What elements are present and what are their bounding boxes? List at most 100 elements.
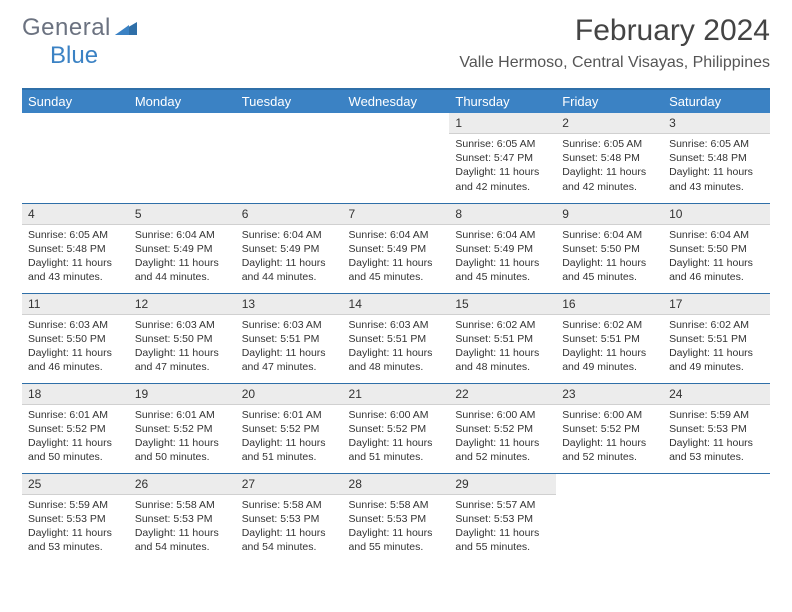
sunset-text: Sunset: 5:53 PM xyxy=(242,512,337,526)
sunrise-text: Sunrise: 6:02 AM xyxy=(669,318,764,332)
daylight-text: Daylight: 11 hours and 54 minutes. xyxy=(135,526,230,554)
sunrise-text: Sunrise: 6:05 AM xyxy=(669,137,764,151)
sunrise-text: Sunrise: 6:05 AM xyxy=(28,228,123,242)
sunset-text: Sunset: 5:49 PM xyxy=(455,242,550,256)
day-number: 6 xyxy=(236,204,343,225)
sunrise-text: Sunrise: 6:01 AM xyxy=(135,408,230,422)
calendar-week-row: 4Sunrise: 6:05 AMSunset: 5:48 PMDaylight… xyxy=(22,203,770,293)
day-details: Sunrise: 5:58 AMSunset: 5:53 PMDaylight:… xyxy=(129,495,236,559)
daylight-text: Daylight: 11 hours and 55 minutes. xyxy=(349,526,444,554)
calendar-day-cell: 11Sunrise: 6:03 AMSunset: 5:50 PMDayligh… xyxy=(22,293,129,383)
daylight-text: Daylight: 11 hours and 46 minutes. xyxy=(669,256,764,284)
day-number: 27 xyxy=(236,474,343,495)
daylight-text: Daylight: 11 hours and 49 minutes. xyxy=(669,346,764,374)
day-details xyxy=(129,113,236,120)
sunrise-text: Sunrise: 6:05 AM xyxy=(562,137,657,151)
daylight-text: Daylight: 11 hours and 55 minutes. xyxy=(455,526,550,554)
sunset-text: Sunset: 5:51 PM xyxy=(562,332,657,346)
sunrise-text: Sunrise: 5:58 AM xyxy=(242,498,337,512)
day-details: Sunrise: 6:05 AMSunset: 5:48 PMDaylight:… xyxy=(556,134,663,198)
daylight-text: Daylight: 11 hours and 47 minutes. xyxy=(135,346,230,374)
page-title: February 2024 xyxy=(459,14,770,48)
day-details xyxy=(556,474,663,481)
calendar-week-row: 18Sunrise: 6:01 AMSunset: 5:52 PMDayligh… xyxy=(22,383,770,473)
weekday-header: Monday xyxy=(129,90,236,113)
day-details: Sunrise: 6:02 AMSunset: 5:51 PMDaylight:… xyxy=(449,315,556,379)
day-details: Sunrise: 5:58 AMSunset: 5:53 PMDaylight:… xyxy=(343,495,450,559)
logo-text-blue: Blue xyxy=(50,42,98,69)
calendar-day-cell: 22Sunrise: 6:00 AMSunset: 5:52 PMDayligh… xyxy=(449,383,556,473)
day-number: 26 xyxy=(129,474,236,495)
day-number: 10 xyxy=(663,204,770,225)
calendar-week-row: 25Sunrise: 5:59 AMSunset: 5:53 PMDayligh… xyxy=(22,473,770,563)
sunset-text: Sunset: 5:50 PM xyxy=(669,242,764,256)
day-details: Sunrise: 6:01 AMSunset: 5:52 PMDaylight:… xyxy=(236,405,343,469)
sunrise-text: Sunrise: 6:04 AM xyxy=(135,228,230,242)
day-details: Sunrise: 6:01 AMSunset: 5:52 PMDaylight:… xyxy=(129,405,236,469)
day-details xyxy=(663,474,770,481)
day-details: Sunrise: 6:03 AMSunset: 5:50 PMDaylight:… xyxy=(22,315,129,379)
sunrise-text: Sunrise: 5:58 AM xyxy=(349,498,444,512)
day-number: 19 xyxy=(129,384,236,405)
sunrise-text: Sunrise: 6:00 AM xyxy=(455,408,550,422)
sunset-text: Sunset: 5:52 PM xyxy=(28,422,123,436)
sunset-text: Sunset: 5:53 PM xyxy=(135,512,230,526)
calendar-day-cell: 28Sunrise: 5:58 AMSunset: 5:53 PMDayligh… xyxy=(343,473,450,563)
day-details: Sunrise: 5:57 AMSunset: 5:53 PMDaylight:… xyxy=(449,495,556,559)
calendar-day-cell: 10Sunrise: 6:04 AMSunset: 5:50 PMDayligh… xyxy=(663,203,770,293)
sunset-text: Sunset: 5:52 PM xyxy=(135,422,230,436)
calendar-day-cell xyxy=(236,113,343,203)
sunset-text: Sunset: 5:50 PM xyxy=(562,242,657,256)
calendar-week-row: 1Sunrise: 6:05 AMSunset: 5:47 PMDaylight… xyxy=(22,113,770,203)
calendar-day-cell: 6Sunrise: 6:04 AMSunset: 5:49 PMDaylight… xyxy=(236,203,343,293)
calendar-day-cell: 8Sunrise: 6:04 AMSunset: 5:49 PMDaylight… xyxy=(449,203,556,293)
day-number: 15 xyxy=(449,294,556,315)
day-number: 1 xyxy=(449,113,556,134)
calendar-day-cell: 3Sunrise: 6:05 AMSunset: 5:48 PMDaylight… xyxy=(663,113,770,203)
day-number: 21 xyxy=(343,384,450,405)
daylight-text: Daylight: 11 hours and 47 minutes. xyxy=(242,346,337,374)
daylight-text: Daylight: 11 hours and 43 minutes. xyxy=(669,165,764,193)
calendar-day-cell: 20Sunrise: 6:01 AMSunset: 5:52 PMDayligh… xyxy=(236,383,343,473)
day-number: 16 xyxy=(556,294,663,315)
day-details: Sunrise: 6:04 AMSunset: 5:49 PMDaylight:… xyxy=(449,225,556,289)
sunrise-text: Sunrise: 5:58 AM xyxy=(135,498,230,512)
day-number: 4 xyxy=(22,204,129,225)
daylight-text: Daylight: 11 hours and 45 minutes. xyxy=(349,256,444,284)
calendar-day-cell: 24Sunrise: 5:59 AMSunset: 5:53 PMDayligh… xyxy=(663,383,770,473)
calendar-day-cell: 1Sunrise: 6:05 AMSunset: 5:47 PMDaylight… xyxy=(449,113,556,203)
day-number: 18 xyxy=(22,384,129,405)
sunset-text: Sunset: 5:51 PM xyxy=(349,332,444,346)
daylight-text: Daylight: 11 hours and 51 minutes. xyxy=(242,436,337,464)
day-details: Sunrise: 6:02 AMSunset: 5:51 PMDaylight:… xyxy=(663,315,770,379)
calendar-day-cell xyxy=(129,113,236,203)
day-details: Sunrise: 5:58 AMSunset: 5:53 PMDaylight:… xyxy=(236,495,343,559)
sunset-text: Sunset: 5:48 PM xyxy=(28,242,123,256)
calendar-day-cell: 17Sunrise: 6:02 AMSunset: 5:51 PMDayligh… xyxy=(663,293,770,383)
calendar-day-cell: 23Sunrise: 6:00 AMSunset: 5:52 PMDayligh… xyxy=(556,383,663,473)
day-number: 20 xyxy=(236,384,343,405)
day-details xyxy=(343,113,450,120)
day-details: Sunrise: 6:02 AMSunset: 5:51 PMDaylight:… xyxy=(556,315,663,379)
calendar-day-cell: 5Sunrise: 6:04 AMSunset: 5:49 PMDaylight… xyxy=(129,203,236,293)
day-details: Sunrise: 6:04 AMSunset: 5:49 PMDaylight:… xyxy=(129,225,236,289)
day-number: 9 xyxy=(556,204,663,225)
sunset-text: Sunset: 5:48 PM xyxy=(562,151,657,165)
day-number: 7 xyxy=(343,204,450,225)
page-header: General February 2024 Valle Hermoso, Cen… xyxy=(22,14,770,72)
sunset-text: Sunset: 5:49 PM xyxy=(242,242,337,256)
day-details: Sunrise: 6:04 AMSunset: 5:50 PMDaylight:… xyxy=(556,225,663,289)
daylight-text: Daylight: 11 hours and 43 minutes. xyxy=(28,256,123,284)
day-number: 14 xyxy=(343,294,450,315)
day-details: Sunrise: 6:00 AMSunset: 5:52 PMDaylight:… xyxy=(343,405,450,469)
sunrise-text: Sunrise: 6:04 AM xyxy=(349,228,444,242)
logo: General xyxy=(22,14,139,42)
weekday-header: Friday xyxy=(556,90,663,113)
sunset-text: Sunset: 5:52 PM xyxy=(242,422,337,436)
calendar-day-cell xyxy=(343,113,450,203)
sunrise-text: Sunrise: 5:57 AM xyxy=(455,498,550,512)
weekday-header: Thursday xyxy=(449,90,556,113)
calendar-day-cell xyxy=(663,473,770,563)
daylight-text: Daylight: 11 hours and 53 minutes. xyxy=(669,436,764,464)
day-number: 28 xyxy=(343,474,450,495)
